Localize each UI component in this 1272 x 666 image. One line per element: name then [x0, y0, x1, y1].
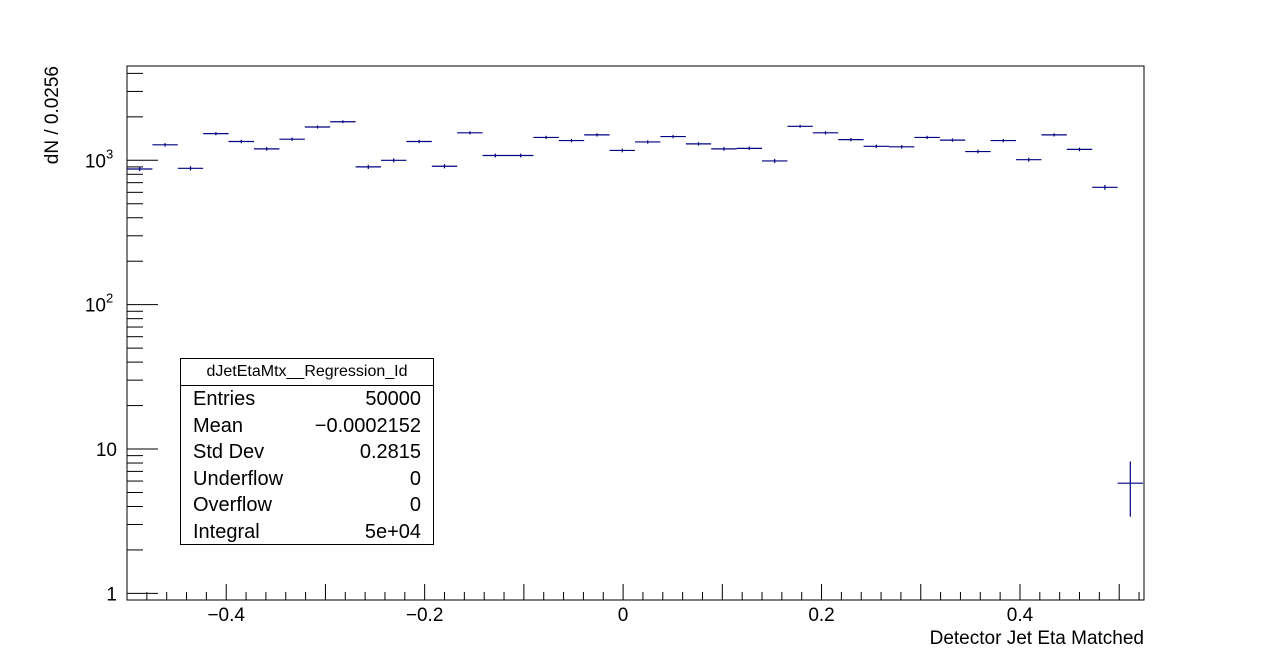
stats-label: Underflow	[193, 467, 284, 490]
y-tick-exponent: 2	[106, 291, 113, 306]
x-tick-label: 0	[618, 605, 629, 626]
y-tick-label: 10	[96, 440, 117, 461]
stats-row: Mean −0.0002152	[181, 413, 433, 440]
data-point	[609, 148, 636, 153]
x-tick-label: 0.2	[808, 605, 834, 626]
data-point	[1016, 157, 1042, 162]
stats-value: 0.2815	[359, 441, 421, 463]
x-axis: −0.4 −0.2 0 0.2 0.4	[146, 584, 1140, 626]
data-point	[711, 147, 737, 151]
data-point	[254, 147, 280, 151]
data-point	[1092, 184, 1118, 190]
stats-value: 0	[409, 467, 421, 490]
stats-row: Overflow 0	[181, 492, 433, 519]
data-point	[812, 131, 839, 135]
data-point	[838, 137, 864, 142]
stats-row: Entries 50000	[181, 386, 433, 413]
data-point	[685, 142, 712, 146]
data-point	[203, 132, 229, 136]
x-tick-label: 0.4	[1007, 605, 1034, 626]
x-tick-label: −0.2	[406, 605, 444, 626]
data-point	[457, 131, 483, 135]
data-point	[584, 133, 610, 137]
data-point	[1041, 133, 1067, 137]
stats-value: 0	[409, 494, 421, 516]
data-point	[762, 158, 788, 163]
stats-label: Integral	[193, 520, 260, 543]
data-point	[1117, 461, 1144, 517]
y-tick-label: 10	[85, 151, 106, 172]
stats-row: Underflow 0	[181, 466, 433, 493]
stats-label: Overflow	[193, 494, 272, 516]
data-point	[127, 166, 153, 172]
data-point	[228, 139, 255, 144]
stats-row: Std Dev 0.2815	[181, 439, 433, 466]
data-point	[152, 143, 178, 147]
stats-value: −0.0002152	[314, 414, 421, 437]
data-point	[381, 158, 407, 163]
data-point	[279, 137, 305, 141]
data-point	[914, 135, 940, 140]
stats-box: dJetEtaMtx__Regression_Id Entries 50000 Me…	[180, 358, 434, 545]
y-tick-label: 1	[106, 584, 117, 605]
data-point	[863, 144, 890, 149]
stats-label: Mean	[193, 414, 244, 437]
data-point	[660, 134, 686, 139]
data-point	[736, 146, 763, 151]
data-point	[330, 120, 356, 124]
data-point	[965, 149, 991, 154]
y-axis-label: dN / 0.0256	[42, 66, 63, 164]
data-point	[304, 125, 331, 129]
x-axis-label: Detector Jet Eta Matched	[930, 628, 1144, 649]
data-point	[558, 138, 585, 143]
data-point	[406, 139, 432, 144]
x-tick-label: −0.4	[207, 605, 245, 626]
stats-title: dJetEtaMtx__Regression_Id	[181, 359, 433, 386]
stats-rows: Entries 50000 Mean −0.0002152 Std Dev 0.2815 U…	[181, 386, 433, 545]
y-tick-label: 10	[85, 296, 106, 317]
stats-label: Entries	[193, 388, 256, 410]
data-point	[939, 138, 966, 142]
data-point	[355, 164, 382, 170]
data-point	[431, 164, 458, 169]
data-point	[482, 153, 509, 158]
data-point	[787, 124, 813, 128]
y-tick-exponent: 3	[106, 146, 113, 161]
data-point	[889, 145, 915, 149]
stats-value: 50000	[365, 388, 421, 410]
data-point	[177, 166, 204, 171]
data-points	[127, 120, 1144, 517]
data-point	[635, 140, 661, 144]
stats-value: 5e+04	[364, 520, 421, 543]
data-point	[990, 138, 1017, 143]
data-point	[533, 135, 559, 140]
plot-frame	[126, 65, 1145, 601]
data-point	[508, 153, 534, 158]
stats-label: Std Dev	[193, 441, 265, 463]
data-point	[1066, 147, 1093, 152]
stats-row: Integral 5e+04	[181, 519, 433, 546]
